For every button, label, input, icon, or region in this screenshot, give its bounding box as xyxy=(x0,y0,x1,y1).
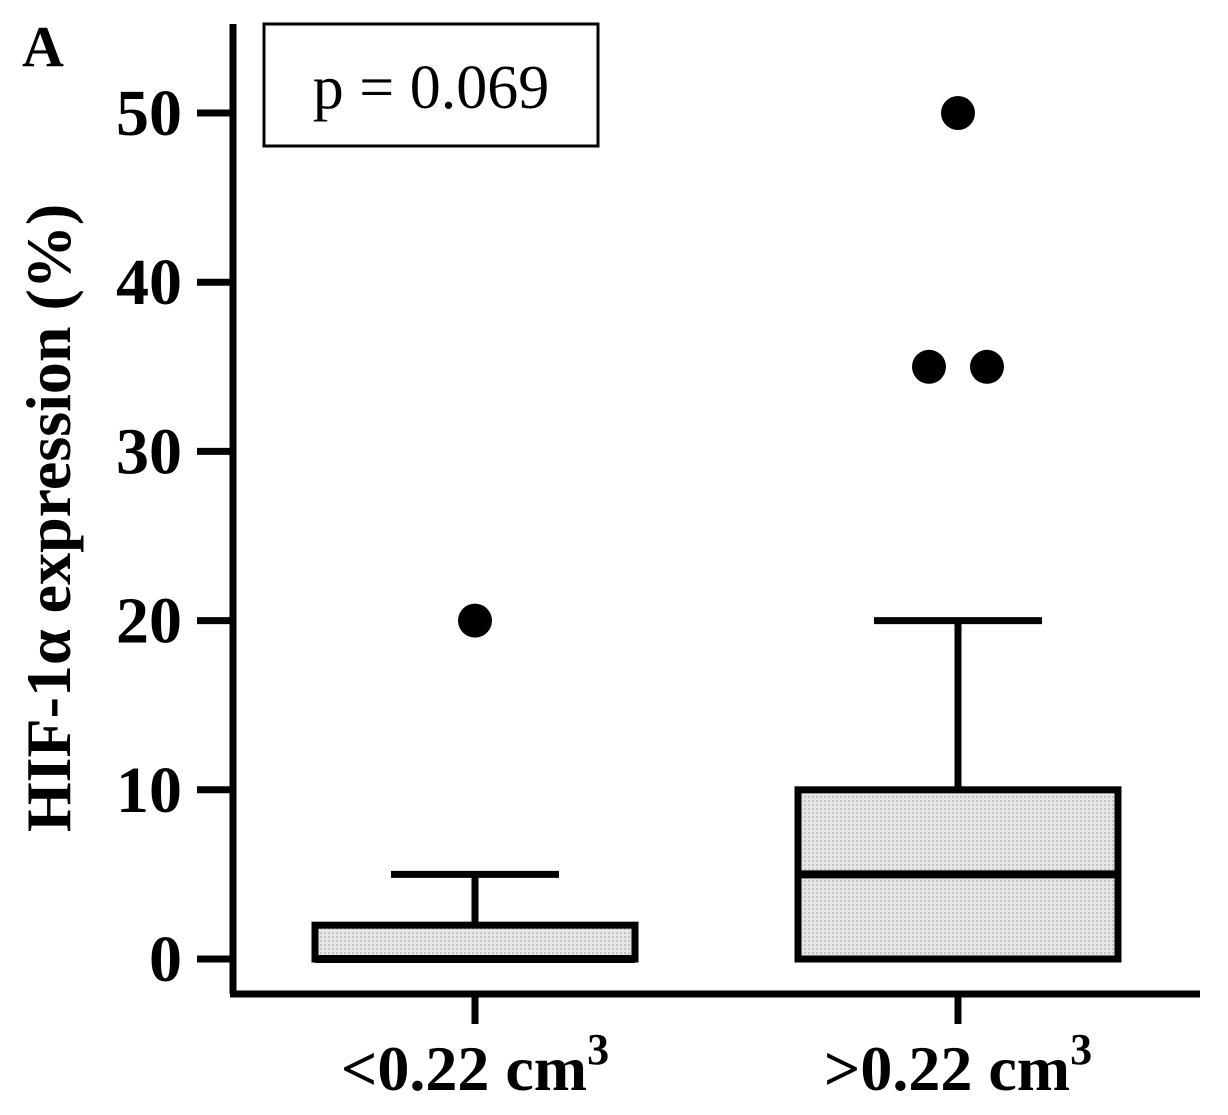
y-tick-label: 0 xyxy=(149,923,182,996)
panel-label: A xyxy=(22,14,64,79)
unit-superscript: 3 xyxy=(587,1025,609,1074)
x-category-label: >0.22 cm3 xyxy=(824,1025,1092,1104)
outlier-point xyxy=(912,349,946,384)
y-tick-label: 40 xyxy=(116,246,182,319)
unit-superscript: 3 xyxy=(1070,1025,1092,1074)
y-tick-label: 10 xyxy=(116,754,182,827)
category-text: >0.22 cm xyxy=(824,1033,1070,1104)
y-axis-label: HIF-1α expression (%) xyxy=(13,204,84,832)
axes xyxy=(229,24,1200,998)
y-tick-label: 20 xyxy=(116,585,182,658)
boxes xyxy=(311,96,1122,1024)
x-tick-labels: <0.22 cm3 >0.22 cm3 xyxy=(341,1025,1092,1104)
y-tick-label: 50 xyxy=(116,77,182,150)
p-value-box xyxy=(262,22,600,148)
x-category-label: <0.22 cm3 xyxy=(341,1025,609,1104)
outlier-point xyxy=(458,603,492,638)
category-text: <0.22 cm xyxy=(341,1033,587,1104)
outlier-point xyxy=(970,349,1004,384)
box-group xyxy=(794,96,1122,1024)
outlier-point xyxy=(941,96,975,130)
p-value-annotation: p = 0.069 xyxy=(262,22,600,148)
box-group xyxy=(311,603,639,1024)
y-ticks: 0 10 20 30 40 50 xyxy=(116,77,233,996)
y-tick-label: 30 xyxy=(116,415,182,488)
p-value-text: p = 0.069 xyxy=(313,54,549,122)
iqr-box xyxy=(311,921,639,963)
